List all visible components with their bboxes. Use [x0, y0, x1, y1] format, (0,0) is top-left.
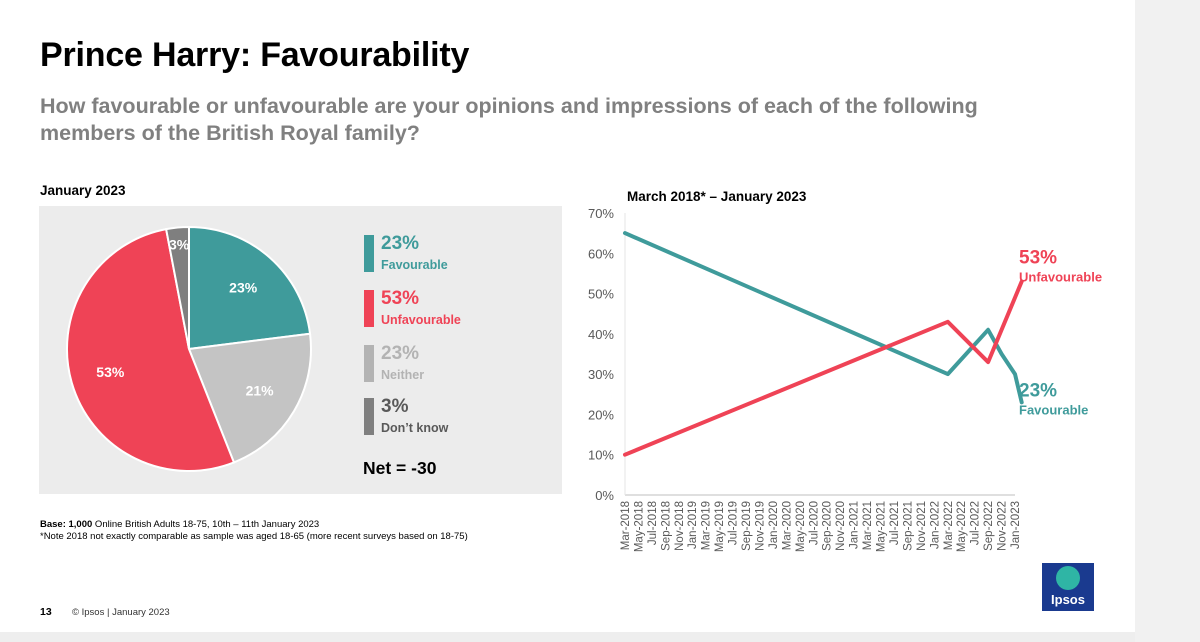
x-tick-label: Jan-2020 [768, 501, 780, 549]
legend-value: 23% [381, 233, 420, 254]
x-tick-label: Sep-2020 [822, 501, 834, 551]
x-tick-label: Jul-2018 [647, 501, 659, 545]
x-tick-label: Jul-2020 [808, 501, 820, 545]
series-line-unfavourable [623, 279, 1024, 457]
x-tick-label: Mar-2022 [943, 501, 955, 550]
x-tick-label: May-2019 [714, 501, 726, 552]
legend-value: 23% [381, 343, 420, 364]
x-tick-label: Nov-2018 [674, 501, 686, 551]
pie-slice [187, 332, 312, 464]
y-tick-label: 30% [588, 367, 614, 382]
legend-label: Favourable [381, 258, 448, 272]
legend-swatch [364, 290, 374, 327]
y-tick-label: 70% [588, 206, 614, 221]
sample-note: *Note 2018 not exactly comparable as sam… [40, 531, 468, 542]
y-tick-label: 50% [588, 287, 614, 302]
pie-slice [188, 225, 312, 351]
y-tick-label: 60% [588, 246, 614, 261]
legend-swatch [364, 345, 374, 382]
ipsos-logo: Ipsos [1042, 563, 1094, 611]
x-tick-label: Jul-2019 [728, 501, 740, 545]
x-tick-label: Jan-2021 [849, 501, 861, 549]
series-end-value: 23% [1019, 380, 1057, 401]
x-tick-label: May-2021 [876, 501, 888, 552]
legend-value: 53% [381, 288, 420, 309]
x-tick-label: Mar-2021 [862, 501, 874, 550]
base-line: Base: 1,000 Online British Adults 18-75,… [40, 519, 468, 531]
page-number: 13 [40, 606, 52, 618]
x-tick-label: Sep-2021 [902, 501, 914, 551]
x-tick-label: Mar-2020 [781, 501, 793, 550]
y-tick-label: 0% [595, 488, 614, 503]
pie-slice [164, 225, 190, 350]
x-tick-label: Nov-2022 [997, 501, 1009, 551]
x-tick-label: May-2022 [956, 501, 968, 552]
x-tick-label: Jan-2019 [687, 501, 699, 549]
pie-panel: 23% 21% 53% 3% 23% Favourable 53% Unfavoura… [39, 206, 562, 494]
y-tick-label: 10% [588, 448, 614, 463]
pie-slice-label: 53% [96, 364, 125, 380]
x-tick-label: Mar-2019 [701, 501, 713, 550]
series-end-label: Unfavourable [1019, 269, 1102, 284]
x-tick-label: May-2020 [795, 501, 807, 552]
x-tick-label: Sep-2018 [660, 501, 672, 551]
pie-slice-label: 3% [169, 237, 190, 253]
logo-text: Ipsos [1051, 592, 1085, 607]
window-edge-bottom [0, 632, 1135, 642]
pie-slice [66, 227, 236, 472]
legend-label: Neither [381, 368, 425, 382]
base-rest: Online British Adults 18-75, 10th – 11th… [92, 519, 320, 530]
x-tick-label: May-2018 [633, 501, 645, 552]
base-note: Base: 1,000 Online British Adults 18-75,… [40, 519, 468, 543]
y-tick-label: 20% [588, 407, 614, 422]
logo-mark-icon [1056, 566, 1080, 590]
x-tick-label: Mar-2018 [620, 501, 632, 550]
legend-label: Don’t know [381, 421, 449, 435]
footer-copyright: © Ipsos | January 2023 [72, 607, 170, 618]
x-tick-label: Sep-2019 [741, 501, 753, 551]
line-chart-title: March 2018* – January 2023 [627, 189, 807, 204]
pie-slice-label: 21% [246, 383, 275, 399]
series-end-label: Favourable [1019, 402, 1088, 417]
x-tick-label: Sep-2022 [983, 501, 995, 551]
legend-value: 3% [381, 396, 409, 417]
window-edge [1135, 0, 1200, 642]
series-line-favourable [623, 231, 1024, 405]
x-tick-label: Jan-2022 [929, 501, 941, 549]
y-tick-label: 40% [588, 327, 614, 342]
line-chart: 0%10%20%30%40%50%60%70%Mar-2018 May-2018 J… [588, 206, 1102, 552]
x-tick-label: Nov-2019 [754, 501, 766, 551]
pie-chart-title: January 2023 [40, 183, 126, 198]
x-tick-label: Nov-2021 [916, 501, 928, 551]
page-title: Prince Harry: Favourability [40, 36, 470, 74]
base-bold: Base: 1,000 [40, 519, 93, 530]
legend-label: Unfavourable [381, 313, 461, 327]
survey-question: How favourable or unfavourable are your … [40, 94, 978, 145]
legend-swatch [364, 235, 374, 272]
x-tick-label: Jul-2021 [889, 501, 901, 545]
slide: Prince Harry: Favourability How favourab… [39, 36, 1103, 618]
net-score: Net = -30 [363, 458, 437, 478]
x-tick-label: Jul-2022 [970, 501, 982, 545]
pie-slice-label: 23% [229, 280, 258, 296]
series-end-value: 53% [1019, 247, 1057, 268]
pie-chart: 23% 21% 53% 3% [66, 225, 312, 472]
legend-swatch [364, 398, 374, 435]
x-tick-label: Jan-2023 [1010, 501, 1022, 549]
x-tick-label: Nov-2020 [835, 501, 847, 551]
